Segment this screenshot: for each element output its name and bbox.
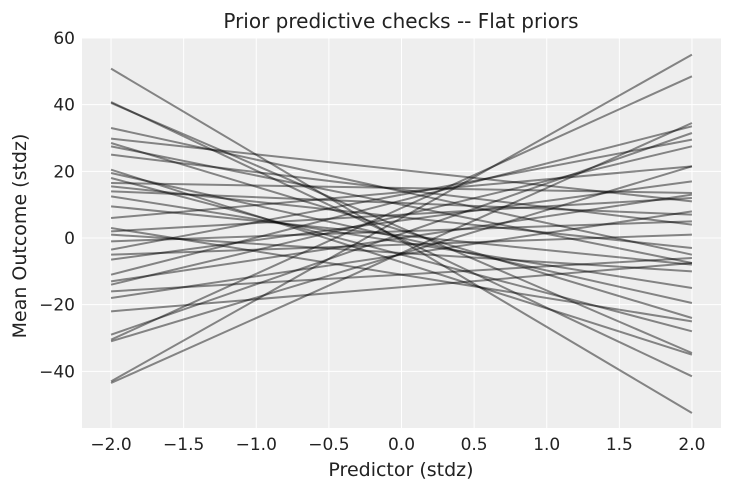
series-line-5 xyxy=(110,137,693,203)
x-tick-label: 0.0 xyxy=(388,435,415,455)
series-line-11 xyxy=(110,177,693,333)
x-tick-label: −2.0 xyxy=(90,435,131,455)
series-line-28 xyxy=(110,257,693,293)
chart-title: Prior predictive checks -- Flat priors xyxy=(223,9,578,33)
series-line-19 xyxy=(110,197,693,233)
series-line-14 xyxy=(111,190,692,216)
series-line-10 xyxy=(110,172,693,304)
series-line-15 xyxy=(110,195,693,289)
series-line-1 xyxy=(110,67,693,414)
series-line-26 xyxy=(110,193,693,283)
series-line-17 xyxy=(110,165,693,219)
series-line-21 xyxy=(111,220,692,243)
series-lines xyxy=(110,53,693,414)
y-axis-label: Mean Outcome (stdz) xyxy=(9,134,31,339)
series-line-9 xyxy=(110,168,693,356)
y-tick-label: 40 xyxy=(53,96,75,116)
series-line-16 xyxy=(110,205,693,266)
series-line-2 xyxy=(110,101,693,378)
x-tick-label: −1.0 xyxy=(236,435,277,455)
series-line-22 xyxy=(110,138,693,251)
x-tick-label: 1.5 xyxy=(606,435,633,455)
y-tick-label: −40 xyxy=(39,362,75,382)
y-tick-label: 0 xyxy=(64,229,75,249)
series-line-8 xyxy=(110,153,693,226)
x-tick-label: −0.5 xyxy=(308,435,349,455)
x-tick-label: 2.0 xyxy=(678,435,705,455)
series-line-33 xyxy=(110,165,693,343)
series-line-31 xyxy=(110,132,693,336)
y-tick-label: −20 xyxy=(39,296,75,316)
series-line-6 xyxy=(110,142,693,319)
y-tick-label: 60 xyxy=(53,29,75,49)
x-tick-label: 1.0 xyxy=(533,435,560,455)
series-line-18 xyxy=(110,227,693,323)
series-line-13 xyxy=(110,185,693,249)
x-tick-label: 0.5 xyxy=(461,435,488,455)
grid-lines xyxy=(82,37,721,428)
x-tick-labels: −2.0 −1.5 −1.0 −0.5 0.0 0.5 1.0 1.5 2.0 xyxy=(90,435,705,455)
series-line-25 xyxy=(110,125,693,276)
series-line-12 xyxy=(111,182,692,194)
series-line-23 xyxy=(111,233,692,256)
series-line-20 xyxy=(110,233,693,273)
x-tick-label: −1.5 xyxy=(163,435,204,455)
y-tick-label: 20 xyxy=(53,162,75,182)
series-line-27 xyxy=(110,145,693,286)
y-tick-labels: −40 −20 0 20 40 60 xyxy=(39,29,75,382)
series-line-35 xyxy=(110,122,693,384)
series-line-4 xyxy=(110,127,693,256)
series-line-34 xyxy=(110,53,693,383)
series-line-24 xyxy=(110,180,693,261)
series-line-32 xyxy=(110,75,693,341)
series-line-30 xyxy=(110,262,693,313)
series-line-29 xyxy=(110,210,693,299)
series-line-3 xyxy=(110,102,693,354)
series-line-7 xyxy=(110,145,693,264)
x-axis-label: Predictor (stdz) xyxy=(328,459,473,481)
